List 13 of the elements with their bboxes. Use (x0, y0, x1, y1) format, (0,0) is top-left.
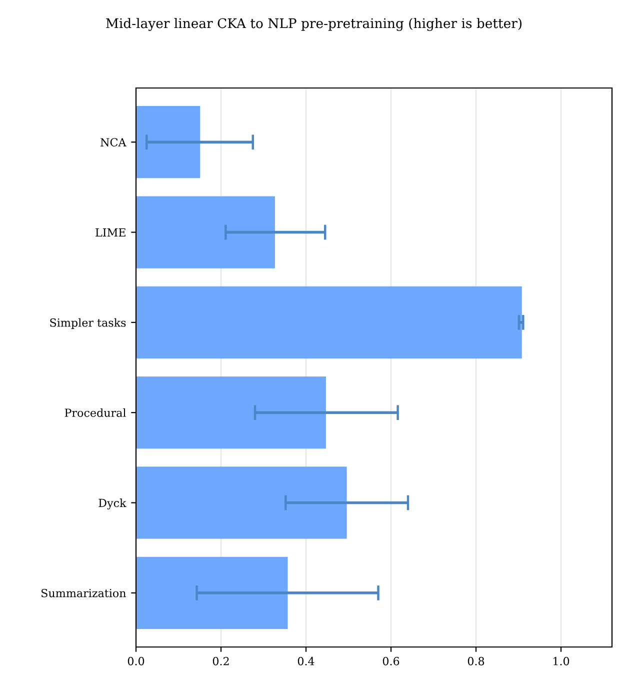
x-tick-label: 0.6 (382, 656, 400, 666)
y-tick-label: NCA (100, 138, 126, 146)
x-tick-label: 0.0 (128, 656, 144, 666)
x-tick-label: 0.2 (212, 656, 229, 666)
x-tick-label: 1.0 (554, 656, 570, 666)
chart-title: Mid-layer linear CKA to NLP pre-pretraining (higher is better) (106, 18, 522, 31)
x-tick-label: 0.4 (298, 656, 314, 666)
y-tick-label: Procedural (64, 408, 126, 417)
y-tick-label: Dyck (98, 498, 126, 510)
x-tick-label: 0.8 (468, 656, 484, 666)
y-tick-label: Simpler tasks (50, 318, 126, 329)
y-tick-label: LIME (96, 228, 126, 236)
y-tick-label: Summarization (42, 588, 126, 598)
